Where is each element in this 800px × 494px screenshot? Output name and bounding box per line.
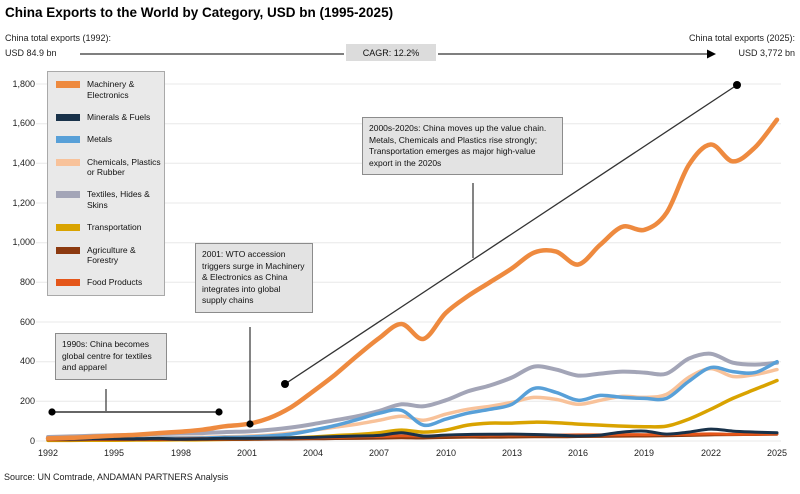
x-axis-label: 2007 (368, 448, 390, 458)
series-line-machinery-electronics (45, 117, 780, 441)
trend-arrow-dot-end (733, 81, 741, 89)
page-title: China Exports to the World by Category, … (5, 5, 394, 20)
legend-label: Minerals & Fuels (87, 111, 151, 122)
cagr-badge: CAGR: 12.2% (346, 44, 436, 61)
legend-label: Textiles, Hides & Skins (87, 189, 150, 210)
x-axis-label: 2010 (435, 448, 457, 458)
legend-item: Minerals & Fuels (56, 112, 162, 123)
x-axis-label: 1998 (170, 448, 192, 458)
note-1990s-dot-end (215, 408, 223, 416)
legend-item: Agriculture & Forestry (56, 245, 162, 266)
x-axis-label: 1992 (37, 448, 59, 458)
y-axis-label: 600 (19, 317, 35, 327)
x-axis-label: 1995 (103, 448, 125, 458)
total-exports-2025-value: USD 3,772 bn (738, 48, 795, 58)
y-axis-label: 0 (29, 436, 35, 446)
legend-swatch (56, 81, 80, 88)
legend-swatch (56, 136, 80, 144)
y-axis-label: 1,200 (12, 198, 35, 208)
legend-item: Machinery & Electronics (56, 79, 162, 100)
legend-swatch (56, 113, 80, 121)
total-exports-1992-value: USD 84.9 bn (5, 48, 57, 58)
y-axis-label: 1,400 (12, 158, 35, 168)
trend-arrow-line (284, 84, 738, 385)
legend-box: Machinery & Electronics Minerals & Fuels M… (47, 71, 165, 296)
legend-swatch (56, 191, 80, 199)
y-axis-label: 1,800 (12, 79, 35, 89)
legend-label: Food Products (87, 277, 143, 288)
legend-label: Chemicals, Plastics or Rubber (87, 156, 161, 178)
legend-swatch (56, 224, 80, 232)
y-axis-label: 200 (19, 396, 35, 406)
x-axis-label: 2019 (633, 448, 655, 458)
annotation-2000s: 2000s-2020s: China moves up the value ch… (362, 117, 563, 175)
series-lines (45, 117, 780, 443)
trend-arrow-dot-start (281, 380, 289, 388)
legend-label: Metals (87, 134, 113, 145)
annotation-1990s: 1990s: China becomes global centre for t… (55, 333, 167, 380)
y-axis-label: 1,000 (12, 237, 35, 247)
note-2001-dot (246, 420, 254, 428)
x-axis-label: 2013 (501, 448, 523, 458)
legend-item: Food Products (56, 277, 162, 288)
x-axis-label: 2004 (302, 448, 324, 458)
cagr-arrow-head (707, 49, 716, 59)
x-axis-label: 2001 (236, 448, 258, 458)
source-text: Source: UN Comtrade, ANDAMAN PARTNERS An… (4, 472, 229, 482)
legend-item: Chemicals, Plastics or Rubber (56, 157, 162, 178)
legend-label: Agriculture & Forestry (87, 244, 136, 266)
annotation-connectors (48, 49, 741, 428)
total-exports-1992-label: China total exports (1992): (5, 33, 112, 43)
y-axis-label: 800 (19, 277, 35, 287)
legend-item: Transportation (56, 222, 162, 233)
legend-swatch (56, 158, 80, 166)
series-line-minerals-fuels (46, 427, 779, 441)
x-axis-label: 2025 (766, 448, 788, 458)
note-1990s-dot-start (48, 408, 56, 416)
legend-item: Textiles, Hides & Skins (56, 189, 162, 210)
legend-label: Machinery & Electronics (87, 79, 135, 100)
x-axis-label: 2016 (567, 448, 589, 458)
legend-label: Transportation (87, 222, 142, 233)
y-axis-label: 1,600 (12, 118, 35, 128)
legend-swatch (56, 279, 80, 287)
x-axis-label: 2022 (700, 448, 722, 458)
y-axis-label: 400 (19, 356, 35, 366)
annotation-2001: 2001: WTO accession triggers surge in Ma… (195, 243, 313, 313)
legend-swatch (56, 246, 80, 254)
legend-item: Metals (56, 134, 162, 145)
total-exports-2025-label: China total exports (2025): (688, 33, 795, 43)
